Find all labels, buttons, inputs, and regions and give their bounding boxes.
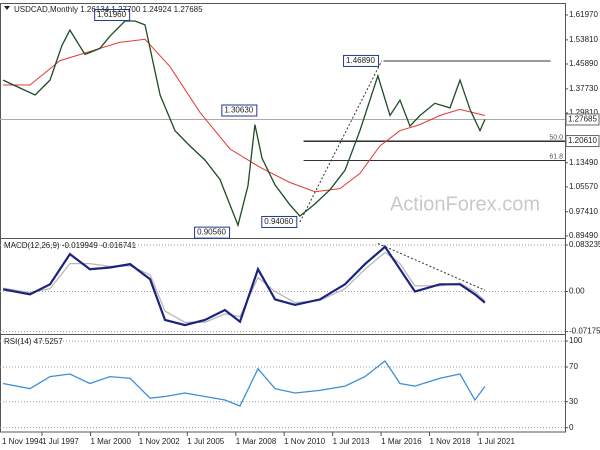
annotation-label: 1.61960 [97, 10, 126, 19]
y-tick-label: 70 [569, 362, 578, 371]
annotation-label: 1.30630 [224, 106, 253, 115]
y-tick-label: 1.13490 [569, 158, 598, 167]
x-tick-label: 1 Mar 2016 [381, 437, 422, 446]
panel-title: RSI(14) 47.5257 [4, 337, 63, 346]
x-tick-label: 1 Jul 1997 [42, 437, 79, 446]
x-tick-label: 1 Jul 2021 [478, 437, 515, 446]
series-line [2, 20, 486, 228]
x-tick-label: 1 Nov 1994 [2, 437, 43, 446]
y-tick-label: 1.45890 [569, 59, 598, 68]
plot-frame [0, 3, 566, 433]
price-tag-label: 1.20610 [568, 136, 597, 145]
price-tag [565, 135, 600, 148]
x-tick-label: 1 Jul 2013 [333, 437, 370, 446]
panel-title: MACD(12,26,9) -0.019949 -0.016741 [4, 241, 137, 250]
x-tick-label: 1 Nov 2018 [429, 437, 470, 446]
trend-line [377, 243, 486, 291]
x-tick-label: 1 Mar 2008 [236, 437, 277, 446]
annotation-box [194, 226, 231, 239]
price-tag-label: 1.27685 [568, 115, 597, 124]
y-tick-label: 0 [569, 423, 574, 432]
y-tick-label: 1.53810 [569, 35, 598, 44]
x-tick-label: 1 Nov 2002 [139, 437, 180, 446]
panel-title: USDCAD,Monthly 1.26134 1.27700 1.24924 1… [14, 5, 203, 14]
x-tick-label: 1 Mar 2000 [90, 437, 131, 446]
annotation-box [343, 54, 380, 67]
x-tick-label: 1 Nov 2010 [284, 437, 325, 446]
series-line [2, 245, 486, 327]
watermark: ActionForex.com [390, 193, 540, 215]
price-tag [565, 113, 600, 126]
annotation-label: 1.46890 [346, 56, 375, 65]
series-line [2, 360, 486, 407]
y-tick-label: 0.97410 [569, 207, 598, 216]
annotation-box [221, 104, 258, 117]
annotation-label: 0.94060 [264, 217, 293, 226]
y-tick-label: 1.61970 [569, 10, 598, 19]
menu-arrow [4, 6, 10, 10]
y-tick-label: 100 [569, 336, 583, 345]
y-tick-label: 30 [569, 397, 578, 406]
x-tick-label: 1 Jul 2005 [187, 437, 224, 446]
y-tick-label: 1.29810 [569, 108, 598, 117]
y-tick-label: 0.89490 [569, 231, 598, 240]
y-tick-label: 0.083235 [569, 240, 600, 249]
annotation-box [94, 9, 131, 22]
fib-label: 61.8 [549, 153, 563, 160]
annotation-box [261, 215, 298, 228]
fib-label: 50.0 [549, 134, 563, 141]
y-tick-label: 1.37730 [569, 84, 598, 93]
y-tick-label: 0.00 [569, 287, 585, 296]
annotation-label: 0.90560 [197, 228, 226, 237]
y-tick-label: 1.05570 [569, 182, 598, 191]
y-tick-label: -0.071752 [569, 327, 600, 336]
